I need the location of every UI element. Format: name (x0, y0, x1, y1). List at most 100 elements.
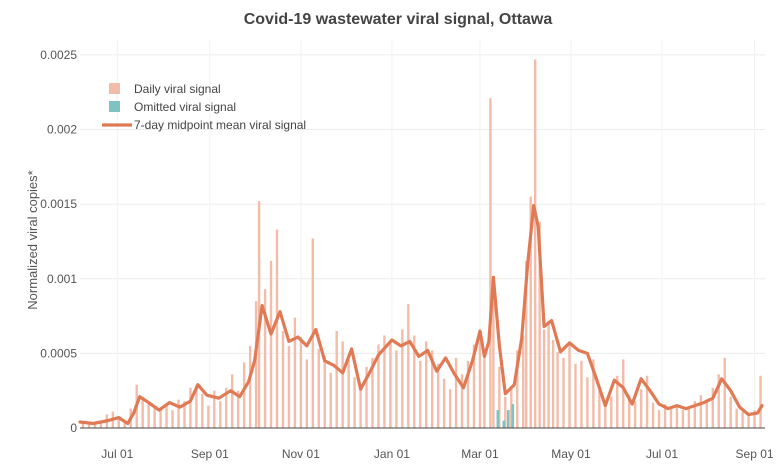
omitted-bar (506, 410, 510, 428)
daily-bar (287, 345, 291, 428)
omitted-bar (496, 410, 500, 428)
y-tick-label: 0.0025 (40, 48, 77, 62)
daily-bar (562, 357, 565, 428)
daily-bar (556, 351, 559, 428)
daily-bar (522, 335, 525, 428)
legend-label-daily: Daily viral signal (134, 82, 221, 96)
daily-bar (568, 341, 571, 428)
daily-bar (93, 422, 97, 428)
daily-bar (675, 405, 679, 428)
daily-bar (165, 404, 168, 428)
x-tick-label: Nov 01 (282, 447, 320, 461)
daily-bar (633, 401, 637, 428)
daily-bar (425, 341, 428, 428)
daily-bar (460, 374, 464, 428)
daily-bar (592, 359, 595, 428)
daily-bar (87, 423, 91, 428)
daily-bar (551, 339, 555, 428)
daily-bar (533, 59, 537, 429)
daily-bar (604, 404, 607, 428)
x-tick-label: Sep 01 (736, 447, 774, 461)
daily-bar (389, 341, 392, 428)
x-tick-label: Jul 01 (646, 447, 678, 461)
daily-bar (759, 375, 762, 428)
y-tick-label: 0.002 (47, 123, 77, 137)
daily-bar (141, 396, 144, 428)
daily-bar (293, 317, 297, 428)
daily-bar (628, 395, 631, 428)
daily-bar (201, 393, 204, 428)
legend-swatch-omitted (109, 101, 120, 112)
x-tick-label: Sep 01 (191, 447, 229, 461)
daily-bar (610, 396, 613, 428)
omitted-bar (511, 404, 515, 428)
daily-bar (431, 350, 434, 428)
daily-bar (580, 360, 583, 428)
legend-swatch-daily (109, 83, 120, 94)
daily-bar (711, 387, 714, 428)
x-tick-label: Jan 01 (374, 447, 410, 461)
daily-bar (472, 344, 476, 428)
daily-bar (263, 289, 267, 428)
daily-bar (687, 407, 691, 428)
daily-bar (442, 378, 446, 428)
daily-bar (448, 389, 452, 428)
legend: Daily viral signal Omitted viral signal 7-… (102, 82, 306, 132)
daily-bar (401, 329, 404, 428)
daily-bar (645, 375, 649, 428)
y-tick-label: 0 (70, 421, 77, 435)
daily-bar (305, 359, 309, 428)
daily-bar (171, 410, 174, 428)
y-tick-label: 0.0005 (40, 346, 77, 360)
daily-bar (371, 357, 374, 428)
daily-bar (242, 362, 246, 428)
daily-bar (586, 377, 589, 428)
daily-bar (189, 387, 192, 428)
daily-bar (195, 384, 198, 428)
daily-bar (347, 359, 350, 428)
daily-bar (269, 260, 273, 428)
omitted-bar (502, 420, 506, 428)
daily-bar (651, 402, 655, 428)
daily-bar (681, 410, 685, 428)
daily-bar (717, 374, 720, 428)
daily-bar (81, 422, 85, 428)
daily-bar (377, 344, 380, 428)
daily-bar (466, 360, 470, 428)
omitted-bars (496, 404, 515, 428)
daily-bar (299, 336, 303, 428)
daily-bar (419, 360, 422, 428)
daily-bar (383, 335, 386, 428)
daily-bar (622, 359, 625, 428)
daily-bar (275, 229, 279, 428)
y-tick-label: 0.001 (47, 272, 77, 286)
daily-bar (598, 390, 601, 428)
x-tick-label: Jul 01 (101, 447, 133, 461)
daily-bar (353, 377, 356, 428)
daily-bar (747, 414, 750, 428)
daily-bar (254, 301, 258, 428)
x-tick-label: Mar 01 (461, 447, 499, 461)
x-tick-label: May 01 (551, 447, 591, 461)
daily-bar (413, 335, 416, 428)
daily-bar (323, 356, 326, 428)
daily-bar (616, 375, 619, 428)
daily-bar (159, 408, 162, 428)
daily-bar (365, 366, 368, 428)
daily-bar (735, 408, 738, 428)
chart-title: Covid-19 wastewater viral signal, Ottawa (244, 11, 553, 28)
daily-bar (248, 345, 252, 428)
legend-label-omitted: Omitted viral signal (134, 100, 236, 114)
daily-bar (341, 341, 344, 428)
daily-bar (723, 357, 726, 428)
daily-bar (231, 374, 234, 428)
daily-bar (183, 401, 186, 428)
daily-bar (478, 331, 482, 428)
mean-line-path (78, 204, 764, 426)
daily-bar (236, 390, 240, 428)
daily-bar (454, 357, 458, 428)
daily-bar (329, 372, 332, 428)
daily-bar (99, 420, 103, 428)
daily-bar (516, 350, 519, 428)
daily-bar (483, 356, 486, 428)
